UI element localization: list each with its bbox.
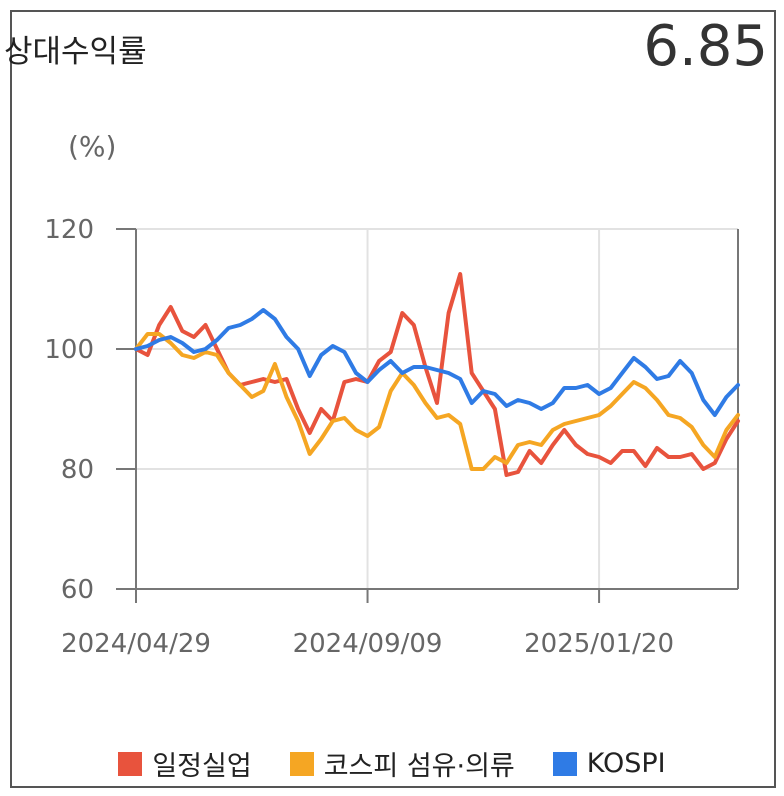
legend-item[interactable]: KOSPI [552, 748, 666, 779]
legend-label: 일정실업 [152, 751, 252, 782]
y-tick-label: 80 [61, 455, 94, 485]
x-tick-label: 2024/09/09 [293, 629, 443, 659]
legend-swatch [552, 751, 577, 776]
y-tick-label: 100 [44, 335, 94, 365]
value-readout: 6.85 [643, 14, 768, 79]
legend-item[interactable]: 코스피 섬유·의류 [289, 744, 515, 783]
series-line-0 [134, 272, 740, 477]
legend-swatch [289, 751, 314, 776]
chart-frame [10, 10, 776, 788]
legend-swatch [118, 751, 143, 776]
x-tick-label: 2024/04/29 [61, 629, 211, 659]
series-line-2 [134, 308, 740, 417]
chart-title: 상대수익률 [4, 34, 147, 70]
y-axis-unit-label: (%) [68, 130, 117, 163]
legend-label: 코스피 섬유·의류 [323, 751, 515, 782]
y-tick-label: 60 [61, 575, 94, 605]
y-tick-label: 120 [44, 215, 94, 245]
legend-item[interactable]: 일정실업 [118, 744, 252, 783]
chart-legend: 일정실업 코스피 섬유·의류 KOSPI [0, 744, 784, 783]
legend-label: KOSPI [586, 748, 666, 779]
x-tick-label: 2025/01/20 [524, 629, 674, 659]
series-line-1 [134, 332, 740, 471]
